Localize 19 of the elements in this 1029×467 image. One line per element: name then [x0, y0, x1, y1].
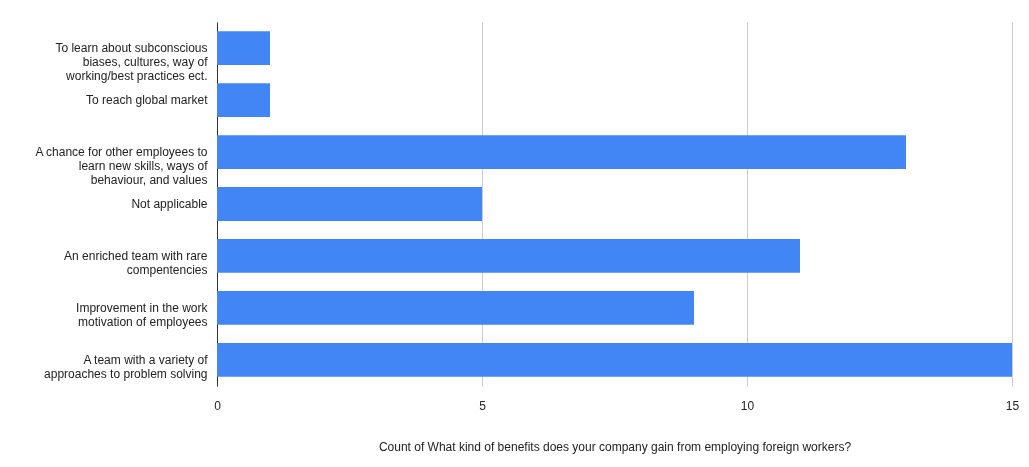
y-tick-label: A team with a variety of approaches to problem solving — [44, 352, 209, 381]
bar — [217, 31, 270, 66]
y-tick-label: Not applicable — [131, 197, 208, 211]
x-axis-title: Count of What kind of benefits does your company gain from employing foreign workers? — [378, 439, 852, 454]
y-tick-label: An enriched team with rare compentencies — [64, 248, 208, 277]
bar — [217, 135, 906, 169]
x-tick-label: 15 — [1005, 398, 1020, 413]
bar — [217, 342, 1012, 377]
y-tick-label: To reach global market — [86, 93, 209, 108]
y-tick-label: To learn about subconscious biases, cultures, way of working/best practices ect. — [55, 41, 209, 84]
bar — [217, 83, 270, 118]
x-tick-label: 0 — [214, 398, 222, 413]
y-tick-label: Improvement in the work motivation of employees — [76, 300, 209, 329]
x-tick-label: 5 — [479, 398, 487, 413]
bar — [217, 239, 800, 273]
bar — [217, 290, 694, 325]
x-tick-label: 10 — [740, 398, 755, 413]
y-tick-label: A chance for other employees to learn new skills, ways of behaviour, and values — [35, 145, 209, 188]
bar — [217, 187, 482, 221]
